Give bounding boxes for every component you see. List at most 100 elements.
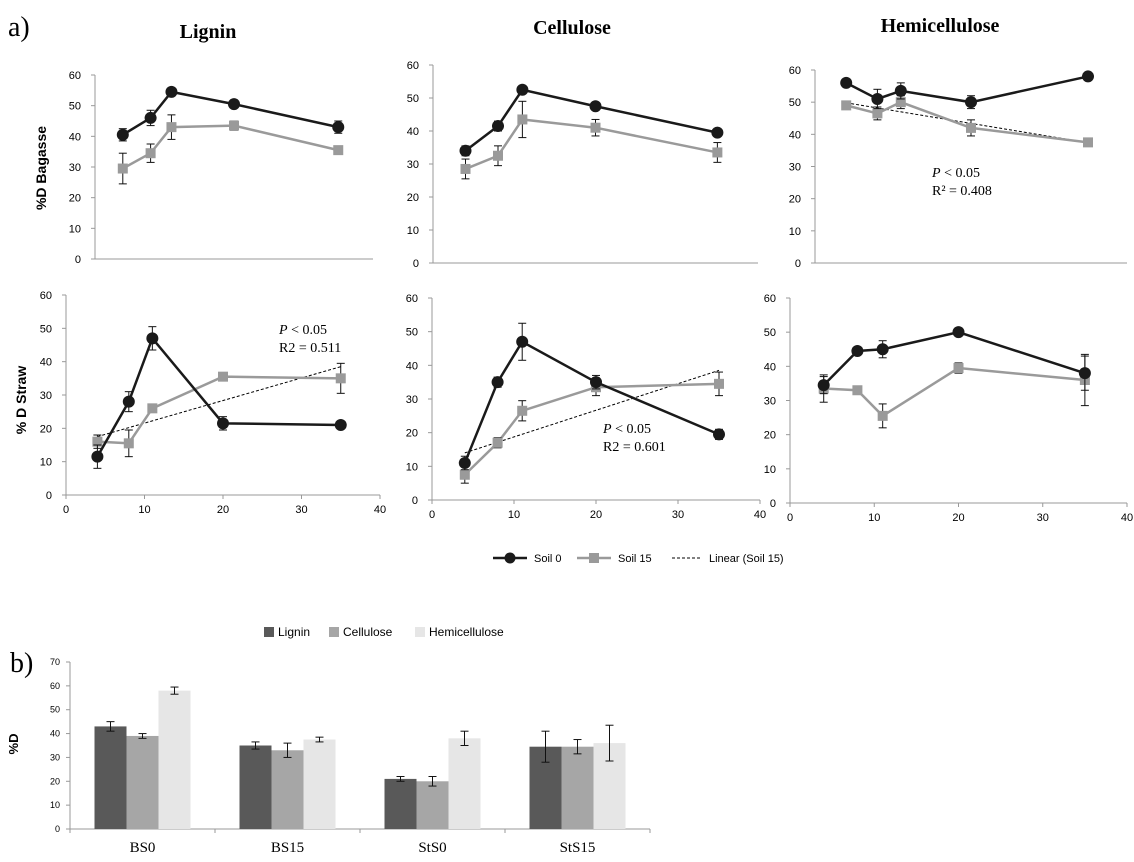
y-tick-label: 30 xyxy=(50,752,60,762)
y-tick-label: 40 xyxy=(50,729,60,739)
line-panel-straw_hemicellulose: 0 10 20 30 40 50 60 0 10 20 30 40 xyxy=(764,293,1133,524)
legend-cellulose-label: Cellulose xyxy=(343,625,393,639)
data-point xyxy=(460,163,471,174)
row-label-bagasse: %D Bagasse xyxy=(33,126,49,210)
x-tick-label: 40 xyxy=(754,509,766,521)
stat-p-value: P < 0.05 xyxy=(931,166,980,181)
y-tick-label: 40 xyxy=(69,131,81,143)
y-tick-label: 30 xyxy=(789,162,801,174)
data-point xyxy=(218,371,228,382)
y-tick-label: 70 xyxy=(50,657,60,667)
stat-r2: R2 = 0.511 xyxy=(279,341,341,356)
data-point xyxy=(713,428,725,441)
stat-p-value: P < 0.05 xyxy=(602,422,651,437)
data-point xyxy=(517,114,528,125)
legend-cellulose-swatch xyxy=(329,627,339,637)
bar-cellulose xyxy=(271,750,304,829)
data-point xyxy=(166,122,177,133)
y-tick-label: 60 xyxy=(406,293,418,305)
y-tick-label: 60 xyxy=(407,60,419,72)
data-point xyxy=(876,343,889,356)
data-point xyxy=(895,97,906,108)
data-point xyxy=(493,150,503,161)
y-tick-label: 50 xyxy=(406,327,418,339)
y-tick-label: 30 xyxy=(407,159,419,171)
series-line xyxy=(823,366,1085,418)
data-point xyxy=(145,148,156,159)
y-tick-label: 20 xyxy=(406,428,418,440)
series-soil15 xyxy=(460,100,723,180)
y-tick-label: 60 xyxy=(50,681,60,691)
data-point xyxy=(91,450,104,463)
data-point xyxy=(332,121,345,134)
title-cellulose: Cellulose xyxy=(533,17,611,39)
row-label-straw: % D Straw xyxy=(13,366,29,435)
x-tick-label: 20 xyxy=(590,509,602,521)
stat-r2: R2 = 0.601 xyxy=(603,440,666,455)
data-point xyxy=(851,344,864,357)
series-line xyxy=(122,124,339,170)
panel-label-a: a) xyxy=(8,12,30,43)
data-point xyxy=(217,417,229,430)
y-tick-label: 10 xyxy=(789,226,801,238)
line-panels: 0 10 20 30 40 50 60 0 10 20 30 40 50 60 0 10 20 30 40 50 60 P… xyxy=(40,60,1133,524)
bar-lignin xyxy=(94,726,127,829)
data-point xyxy=(589,100,602,113)
y-tick-label: 50 xyxy=(407,93,419,105)
x-tick-label: 20 xyxy=(952,512,964,524)
line-panel-straw_cellulose: 0 10 20 30 40 50 60 0 10 20 30 40 P < 0.05 R2 = 0.601 xyxy=(406,293,766,521)
data-point xyxy=(123,438,134,449)
data-point xyxy=(894,84,907,97)
bar-chart: 0 10 20 30 40 50 60 70 BS0 BS15 StS0 StS15 xyxy=(50,657,651,856)
x-tick-label: 0 xyxy=(63,504,69,516)
bar-cellulose xyxy=(561,746,594,829)
y-tick-label: 30 xyxy=(69,162,81,174)
data-point xyxy=(952,326,965,339)
y-tick-label: 20 xyxy=(69,193,81,205)
data-point xyxy=(146,332,159,345)
legend-hemicellulose-label: Hemicellulose xyxy=(429,625,504,639)
y-tick-label: 0 xyxy=(770,498,776,510)
data-point xyxy=(590,122,601,133)
data-point xyxy=(334,419,347,431)
y-tick-label: 60 xyxy=(764,293,776,305)
data-point xyxy=(841,100,852,111)
y-tick-label: 10 xyxy=(764,464,776,476)
y-tick-label: 10 xyxy=(50,800,60,810)
y-tick-label: 50 xyxy=(764,327,776,339)
y-tick-label: 40 xyxy=(764,361,776,373)
y-tick-label: 0 xyxy=(75,254,81,266)
data-point xyxy=(714,378,724,389)
data-point xyxy=(871,92,884,105)
title-hemicellulose: Hemicellulose xyxy=(881,15,1000,37)
data-point xyxy=(953,363,964,374)
series-soil0 xyxy=(459,83,724,157)
series-soil15 xyxy=(459,371,724,484)
line-panel-bag_cellulose: 0 10 20 30 40 50 60 xyxy=(407,60,758,270)
y-tick-label: 10 xyxy=(407,225,419,237)
y-tick-label: 60 xyxy=(69,70,81,82)
data-point xyxy=(872,108,883,119)
x-tick-label: 10 xyxy=(138,504,150,516)
series-line xyxy=(463,340,720,464)
y-tick-label: 40 xyxy=(406,360,418,372)
y-tick-label: 40 xyxy=(407,126,419,138)
y-tick-label: 60 xyxy=(40,290,52,302)
data-point xyxy=(711,126,724,139)
y-tick-label: 10 xyxy=(406,461,418,473)
y-tick-label: 0 xyxy=(795,258,801,270)
x-tick-label: 0 xyxy=(429,509,435,521)
legend-linear-label: Linear (Soil 15) xyxy=(709,553,784,565)
y-tick-label: 0 xyxy=(413,258,419,270)
data-point xyxy=(712,147,723,158)
data-point xyxy=(117,163,128,174)
data-point xyxy=(817,379,830,392)
bar-cellulose xyxy=(126,735,159,829)
category-label: StS0 xyxy=(418,840,446,856)
y-tick-label: 10 xyxy=(69,223,81,235)
y-tick-label: 10 xyxy=(40,457,52,469)
x-tick-label: 10 xyxy=(868,512,880,524)
title-lignin: Lignin xyxy=(180,21,237,43)
data-point xyxy=(516,335,529,348)
data-point xyxy=(333,145,344,156)
